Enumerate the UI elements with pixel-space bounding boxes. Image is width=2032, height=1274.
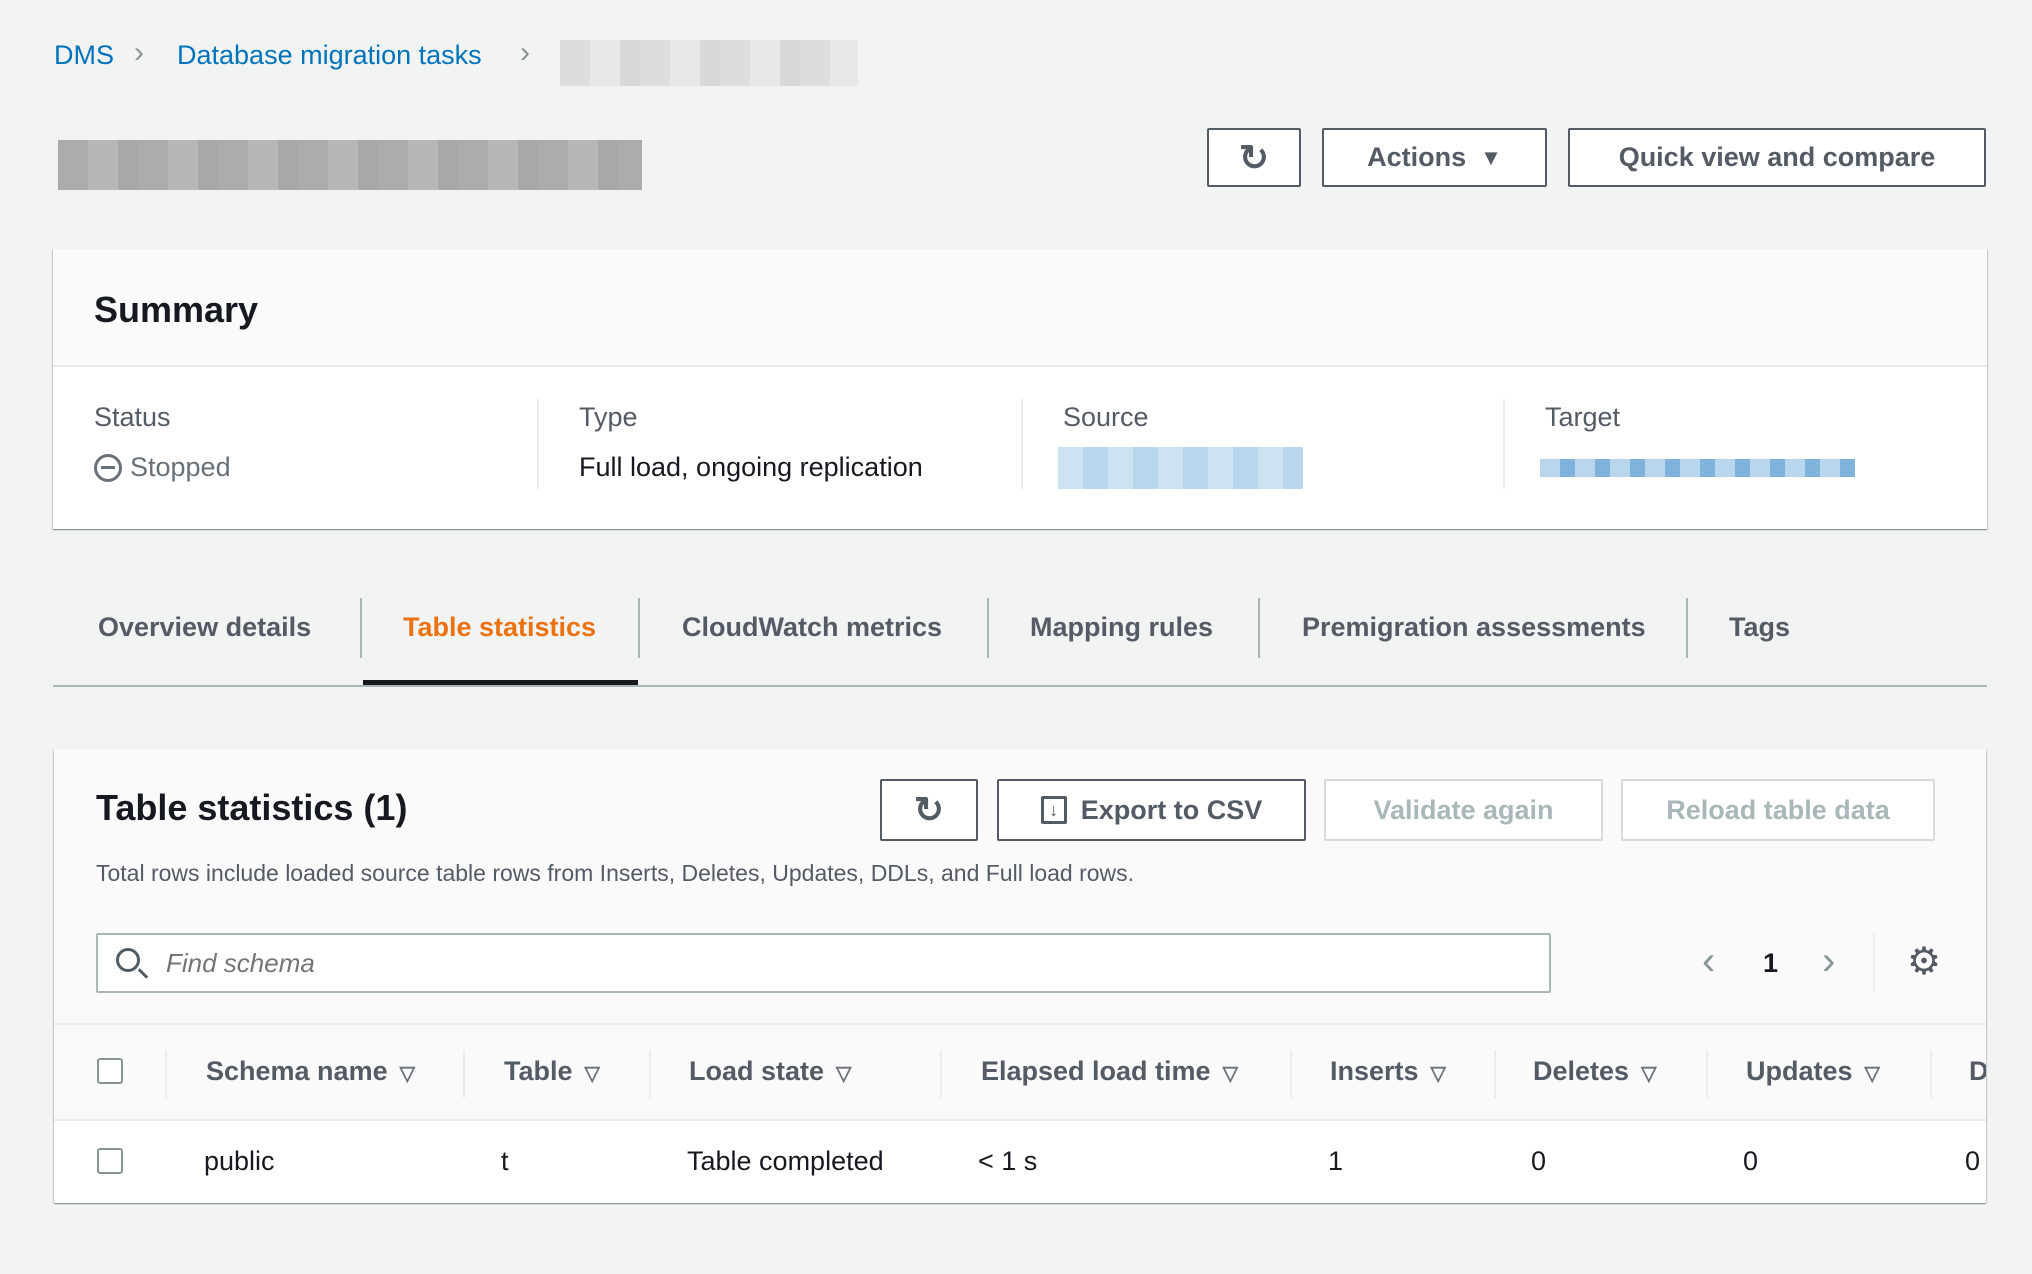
select-all-checkbox[interactable] [97, 1058, 123, 1084]
tab-mapping-rules[interactable]: Mapping rules [1030, 612, 1214, 642]
source-value-redacted[interactable] [1058, 447, 1303, 489]
reload-table-data-button[interactable]: Reload table data [1621, 779, 1935, 841]
table-stats-title: Table statistics (1) [96, 787, 408, 828]
sort-icon: ▽ [1430, 1063, 1446, 1085]
column-header[interactable]: Updates ▽ [1746, 1056, 1880, 1086]
quick-view-button[interactable]: Quick view and compare [1568, 128, 1986, 187]
column-header[interactable]: Deletes ▽ [1533, 1056, 1657, 1086]
column-header[interactable]: Elapsed load time ▽ [981, 1056, 1238, 1086]
table-cell: 0 [1965, 1146, 1981, 1176]
target-label: Target [1545, 402, 1621, 432]
row-checkbox[interactable] [97, 1148, 123, 1174]
table-cell: 0 [1531, 1146, 1547, 1176]
tab-premigration-assessments[interactable]: Premigration assessments [1302, 612, 1646, 642]
refresh-button[interactable]: ↻ [1207, 128, 1301, 187]
table-cell: t [501, 1146, 509, 1176]
sort-icon: ▽ [584, 1063, 600, 1085]
target-value-redacted[interactable] [1540, 459, 1855, 477]
stopped-icon [94, 453, 122, 482]
page-title-redacted [58, 140, 642, 190]
summary-title: Summary [94, 289, 259, 330]
tab-overview-details[interactable]: Overview details [98, 612, 312, 642]
table-cell: 0 [1743, 1146, 1759, 1176]
active-tab-indicator [363, 680, 638, 685]
status-label: Status [94, 402, 171, 432]
search-input[interactable] [166, 943, 1536, 983]
breadcrumb-chevron-icon: › [134, 36, 144, 69]
sort-icon: ▽ [1222, 1063, 1238, 1085]
refresh-icon: ↻ [913, 789, 945, 830]
table-statistics-panel: Table statistics (1) ↻ ↓ Export to CSV Va… [54, 749, 1986, 1203]
table-cell: Table completed [687, 1146, 884, 1176]
breadcrumb-chevron-icon: › [520, 36, 530, 69]
table-stats-description: Total rows include loaded source table r… [96, 860, 1135, 886]
source-label: Source [1063, 402, 1149, 432]
summary-panel: Summary Status Stopped Type Full load, o… [53, 249, 1987, 529]
column-header[interactable]: Schema name ▽ [206, 1056, 415, 1086]
sort-icon: ▽ [1864, 1063, 1880, 1085]
status-value: Stopped [94, 452, 231, 483]
type-label: Type [579, 402, 638, 432]
validate-again-button[interactable]: Validate again [1324, 779, 1603, 841]
breadcrumb-tasks[interactable]: Database migration tasks [177, 40, 482, 70]
table-cell: < 1 s [978, 1146, 1038, 1176]
caret-down-icon: ▼ [1480, 144, 1502, 170]
column-header[interactable]: Load state ▽ [689, 1056, 852, 1086]
type-value: Full load, ongoing replication [579, 452, 923, 482]
column-header[interactable]: D [1969, 1056, 1986, 1086]
refresh-table-button[interactable]: ↻ [880, 779, 978, 841]
column-header[interactable]: Table ▽ [504, 1056, 600, 1086]
search-icon [116, 948, 140, 972]
tab-tags[interactable]: Tags [1729, 612, 1791, 642]
sort-icon: ▽ [836, 1063, 852, 1085]
current-page[interactable]: 1 [1763, 948, 1779, 978]
refresh-icon: ↻ [1238, 136, 1270, 178]
tab-cloudwatch-metrics[interactable]: CloudWatch metrics [682, 612, 943, 642]
table-cell: public [204, 1146, 275, 1176]
gear-icon[interactable]: ⚙ [1907, 941, 1942, 983]
table-cell: 1 [1328, 1146, 1344, 1176]
search-field[interactable] [96, 933, 1551, 993]
column-header[interactable]: Inserts ▽ [1330, 1056, 1446, 1086]
export-csv-button[interactable]: ↓ Export to CSV [997, 779, 1306, 841]
next-page-icon[interactable]: › [1822, 939, 1836, 983]
actions-button[interactable]: Actions ▼ [1322, 128, 1547, 187]
sort-icon: ▽ [399, 1063, 415, 1085]
download-icon: ↓ [1040, 796, 1067, 824]
tab-table-statistics[interactable]: Table statistics [403, 612, 597, 642]
breadcrumb-dms[interactable]: DMS [54, 40, 114, 70]
prev-page-icon[interactable]: ‹ [1702, 939, 1716, 983]
breadcrumb-current-redacted [560, 40, 858, 86]
sort-icon: ▽ [1641, 1063, 1657, 1085]
